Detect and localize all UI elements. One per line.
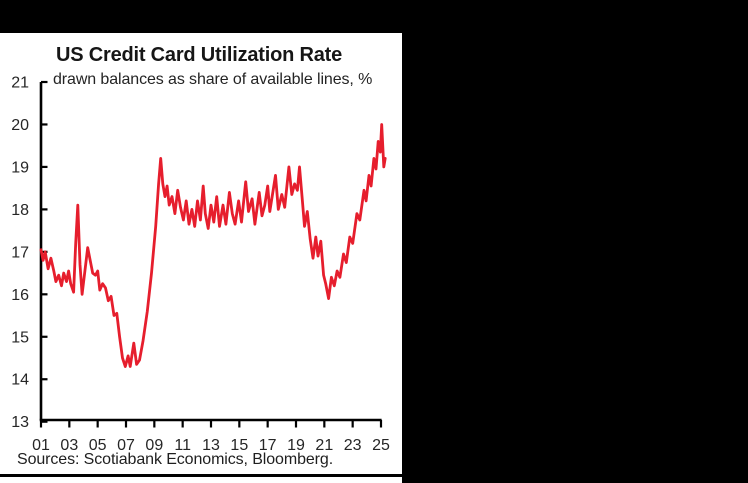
y-tick-label: 17 — [11, 244, 29, 261]
chart-title: US Credit Card Utilization Rate — [56, 44, 343, 66]
x-tick-label: 07 — [117, 437, 135, 454]
x-tick-label: 17 — [259, 437, 277, 454]
x-tick-label: 09 — [145, 437, 163, 454]
line-chart: 13 14 15 16 17 18 19 20 21 01 03 05 07 09 11 13 15 17 19 21… — [11, 75, 390, 455]
y-tick-label: 16 — [11, 287, 29, 304]
x-tick-label: 01 — [32, 437, 50, 454]
x-tick-label: 23 — [344, 437, 362, 454]
y-tick-label: 19 — [11, 159, 29, 176]
x-tick-label: 03 — [60, 437, 78, 454]
data-line — [39, 123, 387, 368]
chart-subtitle: drawn balances as share of available lin… — [53, 71, 373, 88]
x-tick-label: 21 — [315, 437, 333, 454]
source-note: Sources: Scotiabank Economics, Bloomberg… — [17, 451, 334, 468]
y-tick-label: 20 — [11, 117, 29, 134]
top-border-bar — [0, 0, 402, 33]
y-tick-label: 13 — [11, 414, 29, 431]
y-tick-label: 18 — [11, 202, 29, 219]
chart-panel: US Credit Card Utilization Rate drawn ba… — [0, 0, 402, 483]
x-tick-label: 11 — [174, 437, 191, 454]
right-black-region — [402, 0, 748, 483]
y-tick-label: 21 — [11, 75, 29, 92]
x-tick-label: 19 — [287, 437, 305, 454]
bottom-border-rule — [0, 474, 402, 477]
x-tick-label: 15 — [230, 437, 248, 454]
y-tick-label: 14 — [11, 372, 29, 389]
y-tick-label: 15 — [11, 329, 29, 346]
x-tick-label: 13 — [202, 437, 220, 454]
x-tick-label: 25 — [372, 437, 390, 454]
x-tick-label: 05 — [89, 437, 107, 454]
